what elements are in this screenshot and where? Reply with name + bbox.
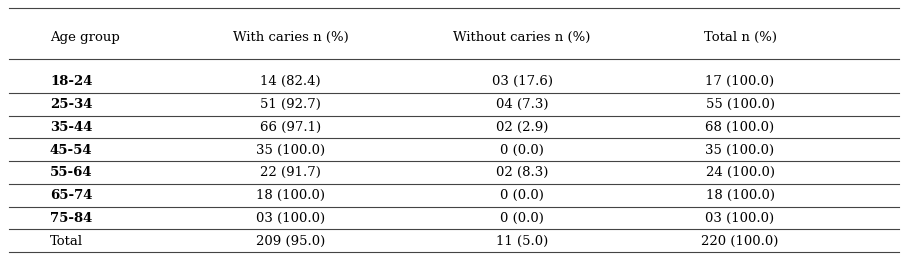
Text: 35 (100.0): 35 (100.0) xyxy=(706,144,775,157)
Text: 24 (100.0): 24 (100.0) xyxy=(706,166,775,179)
Text: 11 (5.0): 11 (5.0) xyxy=(496,235,548,248)
Text: 35 (100.0): 35 (100.0) xyxy=(256,144,325,157)
Text: 04 (7.3): 04 (7.3) xyxy=(496,98,548,111)
Text: 65-74: 65-74 xyxy=(50,189,93,202)
Text: 25-34: 25-34 xyxy=(50,98,93,111)
Text: 220 (100.0): 220 (100.0) xyxy=(701,235,779,248)
Text: 0 (0.0): 0 (0.0) xyxy=(500,144,544,157)
Text: 03 (100.0): 03 (100.0) xyxy=(706,212,775,225)
Text: Without caries n (%): Without caries n (%) xyxy=(453,31,591,44)
Text: 17 (100.0): 17 (100.0) xyxy=(706,75,775,88)
Text: 209 (95.0): 209 (95.0) xyxy=(256,235,325,248)
Text: 35-44: 35-44 xyxy=(50,121,93,134)
Text: 45-54: 45-54 xyxy=(50,144,93,157)
Text: 18 (100.0): 18 (100.0) xyxy=(706,189,775,202)
Text: 18 (100.0): 18 (100.0) xyxy=(256,189,325,202)
Text: 14 (82.4): 14 (82.4) xyxy=(261,75,321,88)
Text: With caries n (%): With caries n (%) xyxy=(232,31,349,44)
Text: 0 (0.0): 0 (0.0) xyxy=(500,212,544,225)
Text: 02 (8.3): 02 (8.3) xyxy=(496,166,548,179)
Text: 51 (92.7): 51 (92.7) xyxy=(260,98,321,111)
Text: 02 (2.9): 02 (2.9) xyxy=(496,121,548,134)
Text: 03 (100.0): 03 (100.0) xyxy=(256,212,325,225)
Text: Total n (%): Total n (%) xyxy=(704,31,776,44)
Text: 66 (97.1): 66 (97.1) xyxy=(260,121,321,134)
Text: 18-24: 18-24 xyxy=(50,75,93,88)
Text: 75-84: 75-84 xyxy=(50,212,93,225)
Text: 03 (17.6): 03 (17.6) xyxy=(491,75,553,88)
Text: 22 (91.7): 22 (91.7) xyxy=(260,166,321,179)
Text: Age group: Age group xyxy=(50,31,120,44)
Text: 0 (0.0): 0 (0.0) xyxy=(500,189,544,202)
Text: Total: Total xyxy=(50,235,83,248)
Text: 68 (100.0): 68 (100.0) xyxy=(706,121,775,134)
Text: 55-64: 55-64 xyxy=(50,166,93,179)
Text: 55 (100.0): 55 (100.0) xyxy=(706,98,775,111)
